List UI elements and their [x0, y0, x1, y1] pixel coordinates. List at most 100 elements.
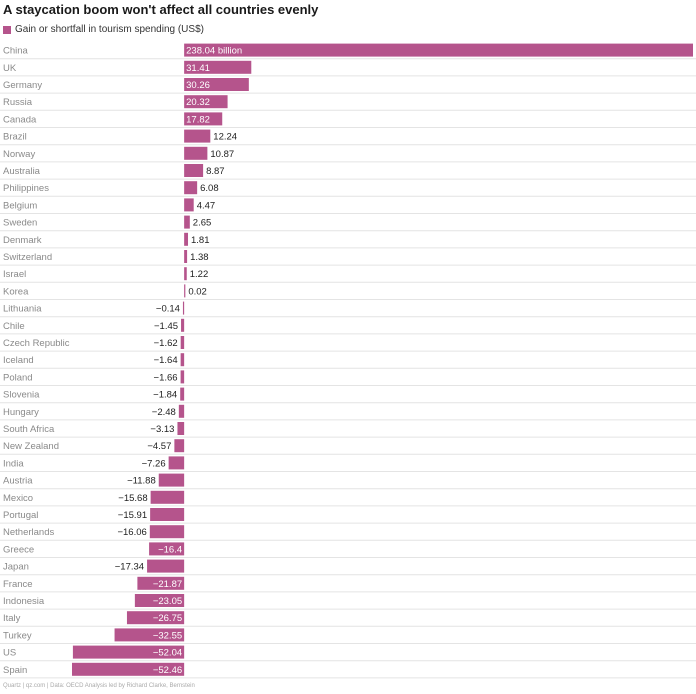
- category-label: Czech Republic: [3, 338, 70, 349]
- bar: [149, 525, 185, 539]
- bar: [174, 439, 185, 453]
- value-label: −3.13: [150, 424, 174, 435]
- category-label: Italy: [3, 613, 21, 624]
- legend: Gain or shortfall in tourism spending (U…: [3, 24, 204, 35]
- value-label: −1.84: [153, 390, 177, 401]
- value-label: −4.57: [147, 441, 171, 452]
- value-label: −0.14: [156, 304, 180, 315]
- value-label: 20.32: [186, 97, 210, 108]
- bar: [181, 318, 185, 332]
- category-label: New Zealand: [3, 441, 59, 452]
- value-label: −16.4: [158, 544, 182, 555]
- category-label: Israel: [3, 269, 26, 280]
- value-label: 8.87: [206, 166, 225, 177]
- bar: [184, 60, 252, 74]
- bar: [184, 198, 194, 212]
- bar: [184, 250, 188, 263]
- value-label: 4.47: [197, 200, 216, 211]
- category-label: Spain: [3, 665, 27, 676]
- bar: [184, 95, 228, 109]
- category-label: Greece: [3, 544, 34, 555]
- value-label: −1.62: [154, 338, 178, 349]
- category-label: Portugal: [3, 510, 38, 521]
- bar: [184, 164, 204, 177]
- value-label: 1.22: [190, 269, 209, 280]
- bar: [150, 508, 185, 521]
- value-label: −26.75: [153, 613, 182, 624]
- bar: [72, 662, 185, 676]
- category-label: Australia: [3, 166, 41, 177]
- bar: [134, 594, 185, 607]
- bar: [184, 284, 186, 298]
- bar: [180, 336, 185, 349]
- value-label: −1.64: [154, 355, 178, 366]
- category-label: Denmark: [3, 235, 42, 246]
- value-label: −7.26: [142, 458, 166, 469]
- value-label: 1.38: [190, 252, 209, 263]
- category-label: Iceland: [3, 355, 34, 366]
- bar: [184, 129, 211, 143]
- category-label: Russia: [3, 97, 33, 108]
- value-label: 238.04 billion: [186, 46, 242, 57]
- bar: [137, 576, 185, 590]
- value-label: 17.82: [186, 114, 210, 125]
- legend-label: Gain or shortfall in tourism spending (U…: [15, 24, 204, 35]
- bar: [184, 267, 187, 281]
- value-label: −23.05: [153, 596, 182, 607]
- value-label: 0.02: [188, 286, 207, 297]
- category-label: India: [3, 458, 24, 469]
- value-label: −52.46: [153, 665, 182, 676]
- bar: [114, 628, 185, 642]
- value-label: 1.81: [191, 235, 210, 246]
- category-label: France: [3, 579, 33, 590]
- category-label: Norway: [3, 149, 35, 160]
- bar: [158, 473, 185, 487]
- chart-title: A staycation boom won't affect all count…: [3, 2, 319, 17]
- category-label: Hungary: [3, 407, 39, 418]
- bar: [184, 232, 189, 246]
- value-label: −52.04: [153, 648, 182, 659]
- value-label: −32.55: [153, 630, 182, 641]
- category-label: Turkey: [3, 630, 32, 641]
- bar: [184, 112, 223, 126]
- category-label: Poland: [3, 372, 33, 383]
- value-label: 12.24: [213, 132, 237, 143]
- category-label: Mexico: [3, 493, 33, 504]
- bar: [177, 422, 185, 435]
- category-label: Sweden: [3, 218, 37, 229]
- value-label: −11.88: [127, 476, 156, 487]
- category-label: Lithuania: [3, 304, 42, 315]
- category-label: Philippines: [3, 183, 49, 194]
- category-label: Netherlands: [3, 527, 54, 538]
- value-label: −16.06: [117, 527, 146, 538]
- value-label: −17.34: [115, 562, 144, 573]
- category-label: Chile: [3, 321, 25, 332]
- value-label: 31.41: [186, 63, 210, 74]
- category-label: Canada: [3, 114, 37, 125]
- category-label: Japan: [3, 562, 29, 573]
- bar: [184, 146, 208, 160]
- bar: [72, 645, 185, 659]
- bar: [178, 404, 185, 418]
- value-label: −15.68: [118, 493, 147, 504]
- value-label: −1.66: [154, 372, 178, 383]
- value-label: 30.26: [186, 80, 210, 91]
- legend-swatch: [3, 25, 11, 34]
- value-label: 10.87: [210, 149, 234, 160]
- bar: [184, 78, 249, 91]
- bar: [149, 542, 185, 556]
- category-label: Indonesia: [3, 596, 45, 607]
- category-label: US: [3, 648, 16, 659]
- value-label: −15.91: [118, 510, 147, 521]
- bar: [180, 370, 185, 384]
- bar: [182, 301, 185, 315]
- source-footer: Quartz | qz.com | Data: OECD Analysis le…: [3, 683, 195, 689]
- category-label: Germany: [3, 80, 42, 91]
- value-label: 2.65: [193, 218, 212, 229]
- category-label: Slovenia: [3, 390, 40, 401]
- bar: [184, 43, 693, 57]
- category-label: Belgium: [3, 200, 37, 211]
- value-label: −1.45: [154, 321, 178, 332]
- bar: [180, 353, 185, 367]
